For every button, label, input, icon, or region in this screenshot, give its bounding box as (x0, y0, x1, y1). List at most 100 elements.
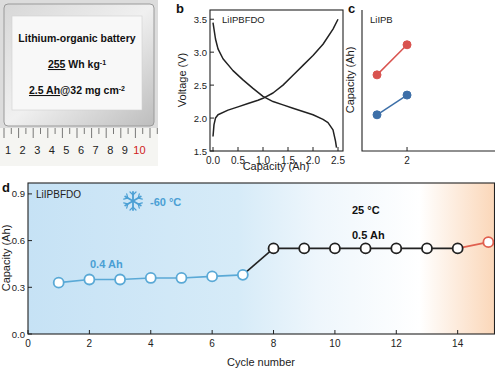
x-tick-label: 8 (271, 338, 277, 349)
point (373, 111, 381, 119)
x-tick-label: 14 (452, 338, 464, 349)
snowflake-icon (124, 192, 143, 210)
point (207, 271, 217, 281)
label-segment: 255 (48, 58, 66, 70)
point (299, 243, 309, 253)
series-line (213, 19, 338, 136)
y-tick-label: 0.6 (12, 235, 25, 246)
x-tick-label: 6 (209, 338, 215, 349)
ruler-tick (47, 128, 48, 138)
point (373, 71, 381, 79)
annotation: 0.4 Ah (90, 258, 123, 270)
label-segment: -2 (119, 85, 125, 92)
point (422, 243, 432, 253)
cell-label (12, 16, 142, 110)
x-tick (407, 147, 408, 151)
point (146, 273, 156, 283)
plot-background (28, 183, 495, 334)
ruler-number: 7 (93, 144, 99, 156)
annotation: 25 °C (352, 204, 380, 216)
x-tick-label: 0 (25, 338, 31, 349)
x-tick (334, 330, 335, 334)
ruler-tick (55, 128, 56, 134)
ruler-number: 5 (63, 144, 69, 156)
data-group (373, 41, 411, 119)
ruler-tick (4, 128, 5, 138)
plot-frame (362, 10, 495, 151)
y-tick (210, 19, 214, 20)
x-tick (212, 330, 213, 334)
label-line: 255 Wh kg-1 (48, 58, 106, 70)
data-group (213, 19, 338, 147)
ruler-tick (128, 128, 129, 134)
photo-panel: Lithium-organic battery 255 Wh kg-1 2.5 Ah… (0, 0, 158, 166)
label-line: Lithium-organic battery (18, 32, 135, 44)
annotation: 0.5 Ah (352, 229, 385, 241)
line-segment (243, 248, 274, 274)
point (403, 41, 411, 49)
ruler-tick (18, 128, 19, 138)
point (330, 243, 340, 253)
annotation: -60 °C (150, 196, 181, 208)
y-axis-label: Capacity (Ah) (0, 225, 12, 292)
y-tick (28, 287, 32, 288)
ruler-number: 2 (20, 144, 26, 156)
data-group (54, 237, 494, 287)
x-tick-label: 2.5 (331, 155, 345, 166)
y-tick-label: 2.5 (194, 80, 207, 91)
annotation: b (176, 1, 184, 16)
x-tick (313, 147, 314, 151)
ruler-tick (69, 128, 70, 134)
ruler-tick (11, 128, 12, 134)
panel-title: LiIPB (370, 14, 393, 25)
snowflake-branch (124, 194, 143, 208)
x-tick-label: 10 (329, 338, 341, 349)
point (391, 243, 401, 253)
x-tick (457, 330, 458, 334)
series-line (377, 95, 407, 115)
plot-frame (210, 10, 343, 151)
y-axis-label: Capacity (Ah) (344, 47, 356, 114)
ruler-tick (40, 128, 41, 134)
panel-title: LiIPBFDO (36, 189, 81, 200)
ruler-tick (113, 128, 114, 134)
x-tick-label: 12 (391, 338, 403, 349)
point (453, 243, 463, 253)
ruler-tick (150, 128, 151, 138)
series-line (377, 45, 407, 75)
y-tick-label: 3.0 (194, 47, 207, 58)
y-axis-label: Voltage (V) (176, 53, 188, 107)
x-tick (288, 147, 289, 151)
panel-title: LiIPBFDO (222, 14, 265, 25)
y-tick (210, 85, 214, 86)
ruler-tick (142, 128, 143, 134)
ruler-number: 6 (78, 144, 84, 156)
ruler-number: 9 (122, 144, 128, 156)
figure: Lithium-organic battery 255 Wh kg-1 2.5 Ah… (0, 0, 495, 372)
ruler-tick (33, 128, 34, 138)
ruler-number: 1 (5, 144, 11, 156)
label-segment: Lithium-organic battery (18, 32, 135, 44)
ruler-tick (106, 128, 107, 138)
y-tick-label: 1.5 (194, 146, 207, 157)
point (54, 278, 64, 288)
y-tick-label: 2.0 (194, 113, 207, 124)
y-tick-label: 0.0 (12, 329, 25, 340)
x-axis-label: Cycle number (227, 356, 295, 368)
x-tick-label: 0.0 (206, 155, 220, 166)
snowflake-branch (124, 194, 143, 208)
point (84, 275, 94, 285)
label-segment: 2.5 Ah (29, 84, 60, 96)
chart-panel: 0.00.51.01.52.02.51.52.02.53.03.5LiIPBFD… (176, 1, 345, 172)
ruler-tick (62, 128, 63, 138)
label-segment: @32 mg cm (60, 84, 119, 96)
annotation: c (348, 1, 355, 16)
x-tick (213, 147, 214, 151)
x-tick-label: 2 (404, 155, 410, 166)
ruler-tick (157, 128, 158, 134)
x-tick (338, 147, 339, 151)
x-tick (396, 330, 397, 334)
point (403, 91, 411, 99)
y-tick (28, 240, 32, 241)
y-tick-label: 0.3 (12, 282, 25, 293)
